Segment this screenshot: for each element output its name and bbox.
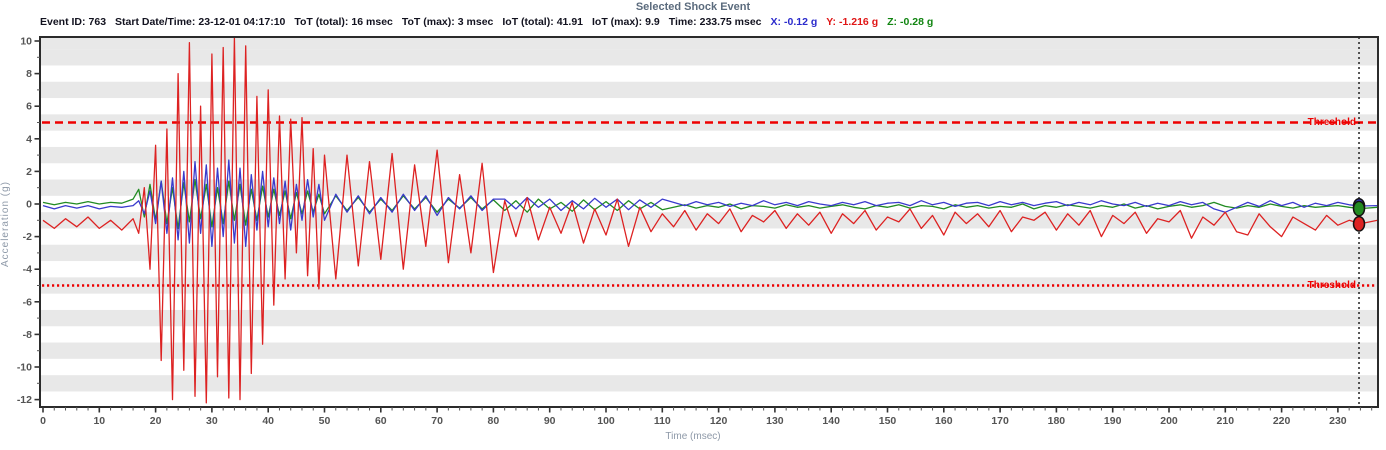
y-tick-label: -6 [23,296,32,308]
x-tick-label: 100 [597,415,615,427]
x-tick-label: 230 [1329,415,1347,427]
y-axis-label: Acceleration (g) [0,180,11,268]
event-field: IoT (total): 41.91 [502,16,583,28]
y-tick-label: 2 [26,166,32,178]
y-tick-label: -4 [23,264,32,276]
x-tick-label: 110 [654,415,671,427]
x-tick-label: 160 [935,415,953,427]
y-tick-label: -2 [23,231,32,243]
y-tick-label: 8 [26,68,32,80]
x-tick-label: 60 [375,415,387,427]
y-tick-label: 6 [26,101,32,113]
event-field: Y: -1.216 g [826,16,879,28]
x-tick-label: 180 [1048,415,1066,427]
y-tick-label: -8 [23,329,32,341]
page-title: Selected Shock Event [635,1,751,13]
x-tick-label: 0 [40,415,46,427]
x-tick-label: 190 [1104,415,1122,427]
event-field: Start Date/Time: 23-12-01 04:17:10 [115,16,286,28]
x-axis-label: Time (msec) [665,431,721,442]
x-tick-label: 90 [544,415,556,427]
threshold-label-upper: Threshold [1307,116,1356,128]
event-field: ToT (total): 16 msec [294,16,393,28]
x-tick-label: 120 [710,415,728,427]
y-tick-label: 10 [20,36,32,48]
x-tick-label: 80 [488,415,500,427]
x-tick-label: 50 [319,415,331,427]
x-tick-label: 200 [1160,415,1178,427]
threshold-label-lower: Threshold [1307,279,1356,291]
event-field: Z: -0.28 g [887,16,934,28]
event-field: IoT (max): 9.9 [592,16,660,28]
x-tick-label: 140 [822,415,840,427]
x-tick-label: 210 [1217,415,1235,427]
trace-y [42,38,1377,404]
x-tick-label: 170 [991,415,1009,427]
y-tick-label: -10 [17,362,32,374]
event-field: Time: 233.75 msec [668,16,762,28]
event-field: X: -0.12 g [770,16,818,28]
event-info-bar: Event ID: 763 Start Date/Time: 23-12-01 04:… [40,16,942,28]
y-tick-label: 0 [26,199,32,211]
x-tick-label: 220 [1273,415,1291,427]
plot-border [39,36,1379,408]
event-field: Event ID: 763 [40,16,107,28]
x-tick-label: 10 [93,415,105,427]
y-tick-label: -12 [17,394,32,406]
x-tick-label: 150 [879,415,897,427]
x-tick-label: 70 [431,415,443,427]
cursor-marker-z[interactable] [1352,200,1366,217]
x-tick-label: 30 [206,415,218,427]
cursor-marker-y[interactable] [1352,215,1366,232]
x-tick-label: 40 [262,415,274,427]
event-field: ToT (max): 3 msec [401,16,494,28]
x-tick-label: 20 [150,415,162,427]
y-tick-label: 4 [26,133,32,145]
x-tick-label: 130 [766,415,784,427]
